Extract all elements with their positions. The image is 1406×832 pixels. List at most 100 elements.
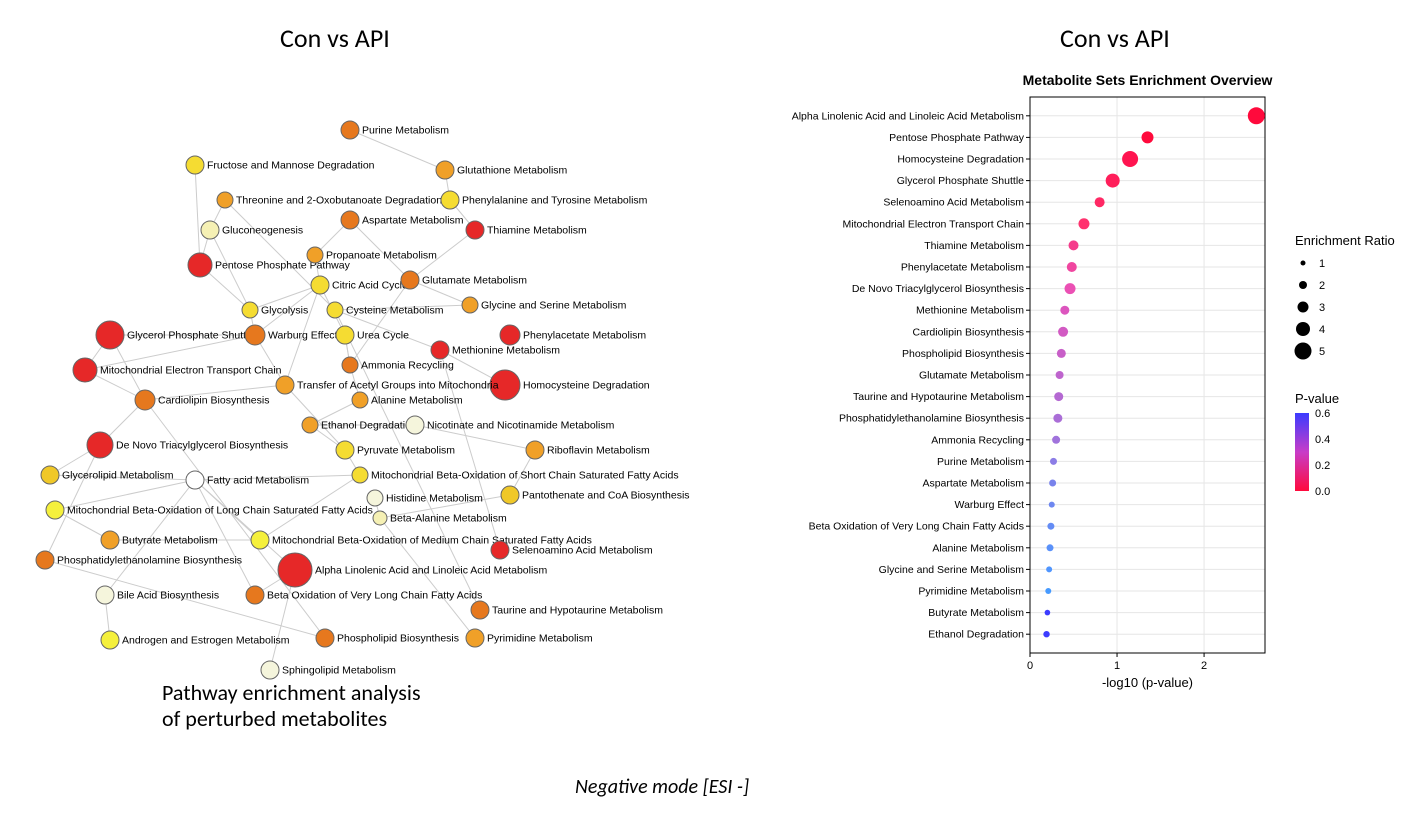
network-node	[500, 325, 520, 345]
network-node-label: Alanine Metabolism	[371, 395, 463, 407]
network-node	[466, 221, 484, 239]
network-node-label: Pyrimidine Metabolism	[487, 633, 593, 645]
network-node-label: Homocysteine Degradation	[523, 380, 650, 392]
enrichment-point	[1052, 436, 1060, 444]
network-node-label: Beta-Alanine Metabolism	[390, 513, 507, 525]
network-node	[336, 441, 354, 459]
network-node	[327, 302, 343, 318]
right-panel-title: Con vs API	[1060, 22, 1170, 54]
network-node	[96, 321, 124, 349]
y-category-label: Cardiolipin Biosynthesis	[913, 326, 1024, 338]
enrichment-point	[1046, 566, 1052, 572]
network-node-label: Propanoate Metabolism	[326, 250, 437, 262]
color-legend-bar	[1295, 413, 1309, 491]
network-node	[406, 416, 424, 434]
enrichment-dotplot: Metabolite Sets Enrichment Overview012Al…	[720, 55, 1400, 695]
network-node-label: Mitochondrial Beta-Oxidation of Long Cha…	[67, 505, 373, 517]
network-node	[302, 417, 318, 433]
network-node	[188, 253, 212, 277]
y-category-label: Warburg Effect	[955, 499, 1025, 511]
enrichment-point	[1248, 107, 1265, 124]
network-node	[201, 221, 219, 239]
enrichment-point	[1054, 392, 1063, 401]
network-node-label: Glycerolipid Metabolism	[62, 470, 174, 482]
y-category-label: Methionine Metabolism	[916, 305, 1024, 317]
y-category-label: Glutamate Metabolism	[919, 370, 1024, 382]
enrichment-point	[1142, 131, 1154, 143]
y-category-label: Alanine Metabolism	[932, 542, 1024, 554]
x-tick-label: 2	[1201, 660, 1207, 672]
y-category-label: De Novo Triacylglycerol Biosynthesis	[852, 283, 1024, 295]
network-node	[352, 392, 368, 408]
network-node-label: Transfer of Acetyl Groups into Mitochond…	[297, 380, 499, 392]
color-legend-tick: 0.2	[1315, 460, 1330, 472]
color-legend-tick: 0.4	[1315, 434, 1330, 446]
network-node	[276, 376, 294, 394]
enrichment-point	[1122, 151, 1138, 167]
y-category-label: Phospholipid Biosynthesis	[902, 348, 1024, 360]
network-node-label: Fructose and Mannose Degradation	[207, 160, 375, 172]
network-node-label: Bile Acid Biosynthesis	[117, 590, 219, 602]
network-node-label: Warburg Effect	[268, 330, 338, 342]
y-category-label: Thiamine Metabolism	[924, 240, 1024, 252]
network-node-label: Threonine and 2-Oxobutanoate Degradation	[236, 195, 442, 207]
network-node	[316, 629, 334, 647]
network-node	[307, 247, 323, 263]
x-tick-label: 0	[1027, 660, 1033, 672]
network-node-label: Phosphatidylethanolamine Biosynthesis	[57, 555, 242, 567]
network-node-label: Nicotinate and Nicotinamide Metabolism	[427, 420, 615, 432]
network-node-label: Gluconeogenesis	[222, 225, 303, 237]
network-node	[242, 302, 258, 318]
enrichment-point	[1060, 306, 1069, 315]
network-node-label: Ethanol Degradation	[321, 420, 417, 432]
y-category-label: Glycerol Phosphate Shuttle	[897, 175, 1024, 187]
network-node	[373, 511, 387, 525]
network-node	[217, 192, 233, 208]
network-node-label: Androgen and Estrogen Metabolism	[122, 635, 290, 647]
size-legend-dot	[1298, 302, 1309, 313]
network-node	[96, 586, 114, 604]
network-node-label: Alpha Linolenic Acid and Linoleic Acid M…	[315, 565, 548, 577]
network-node-label: Glutamate Metabolism	[422, 275, 527, 287]
network-node	[466, 629, 484, 647]
color-legend-title: P-value	[1295, 391, 1339, 406]
size-legend-label: 4	[1319, 324, 1325, 336]
network-node	[352, 467, 368, 483]
network-edge	[195, 165, 200, 265]
network-node	[245, 325, 265, 345]
y-category-label: Pyrimidine Metabolism	[918, 586, 1024, 598]
footer-label: Negative mode [ESI -]	[575, 775, 749, 799]
size-legend-dot	[1299, 281, 1307, 289]
network-node	[431, 341, 449, 359]
y-category-label: Phosphatidylethanolamine Biosynthesis	[839, 413, 1024, 425]
network-node-label: Mitochondrial Beta-Oxidation of Short Ch…	[371, 470, 679, 482]
y-category-label: Phenylacetate Metabolism	[901, 262, 1024, 274]
x-axis-label: -log10 (p-value)	[1102, 675, 1193, 690]
network-node	[462, 297, 478, 313]
network-node	[186, 156, 204, 174]
enrichment-point	[1049, 480, 1056, 487]
network-edge	[350, 280, 410, 365]
y-category-label: Aspartate Metabolism	[922, 478, 1024, 490]
network-node-label: Urea Cycle	[357, 330, 409, 342]
network-edge	[285, 385, 345, 450]
network-node-label: Histidine Metabolism	[386, 493, 483, 505]
network-node	[526, 441, 544, 459]
network-node	[336, 326, 354, 344]
network-plot: Purine MetabolismFructose and Mannose De…	[0, 20, 720, 720]
network-node	[491, 541, 509, 559]
network-node	[135, 390, 155, 410]
network-node-label: Phenylalanine and Tyrosine Metabolism	[462, 195, 648, 207]
network-node	[436, 161, 454, 179]
enrichment-point	[1056, 371, 1064, 379]
enrichment-point	[1045, 588, 1051, 594]
network-node-label: Selenoamino Acid Metabolism	[512, 545, 653, 557]
network-node	[46, 501, 64, 519]
network-node	[101, 531, 119, 549]
network-node	[246, 586, 264, 604]
y-category-label: Purine Metabolism	[937, 456, 1024, 468]
network-node	[367, 490, 383, 506]
y-category-label: Alpha Linolenic Acid and Linoleic Acid M…	[792, 110, 1025, 122]
network-node-label: De Novo Triacylglycerol Biosynthesis	[116, 440, 288, 452]
y-category-label: Ethanol Degradation	[928, 629, 1024, 641]
